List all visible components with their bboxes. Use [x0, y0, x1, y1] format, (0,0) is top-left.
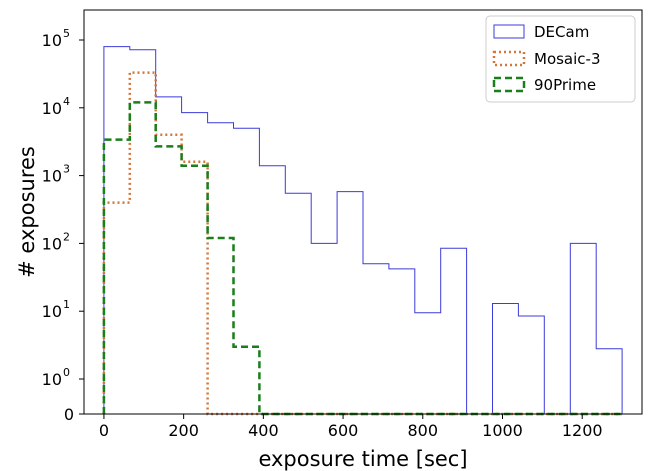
y-tick-label: 10 — [42, 370, 62, 389]
series-decam — [103, 46, 623, 415]
x-tick-label: 1000 — [482, 421, 523, 440]
legend-swatch-decam — [493, 24, 525, 39]
y-tick-exponent: 2 — [63, 230, 70, 243]
x-axis-title: exposure time [sec] — [258, 447, 467, 471]
legend-swatch-90prime — [492, 76, 526, 93]
legend-label-decam: DECam — [534, 23, 589, 41]
y-tick-exponent: 1 — [63, 298, 70, 311]
x-tick-label: 400 — [248, 421, 279, 440]
y-tick-label: 10 — [42, 99, 62, 118]
x-tick-label: 200 — [168, 421, 199, 440]
legend-entry-mosaic3: Mosaic-3 — [492, 50, 601, 68]
legend-swatch-mosaic3 — [492, 50, 526, 67]
y-tick-exponent: 4 — [63, 95, 70, 108]
legend-label-mosaic3: Mosaic-3 — [534, 50, 601, 68]
y-tick-label: 10 — [42, 302, 62, 321]
plot-frame — [83, 9, 643, 415]
legend-entry-decam: DECam — [493, 23, 589, 41]
axes-layer — [83, 9, 643, 415]
y-tick-label: 10 — [42, 167, 62, 186]
y-tick-label: 10 — [42, 31, 62, 50]
legend-label-90prime: 90Prime — [534, 76, 596, 94]
y-tick-exponent: 0 — [63, 366, 70, 379]
x-tick-label: 0 — [99, 421, 109, 440]
y-tick-exponent: 5 — [63, 27, 70, 40]
y-tick-label: 10 — [42, 234, 62, 253]
y-tick-label: 0 — [64, 405, 74, 424]
x-tick-label: 600 — [328, 421, 359, 440]
y-axis-title: # exposures — [15, 146, 39, 278]
x-axis: 0 200 400 600 800 1000 1200 — [99, 414, 603, 440]
legend: DECam Mosaic-3 90Prime — [485, 15, 636, 103]
x-tick-label: 1200 — [562, 421, 603, 440]
y-tick-exponent: 3 — [63, 163, 70, 176]
x-tick-label: 800 — [408, 421, 439, 440]
legend-entry-90prime: 90Prime — [492, 76, 596, 94]
